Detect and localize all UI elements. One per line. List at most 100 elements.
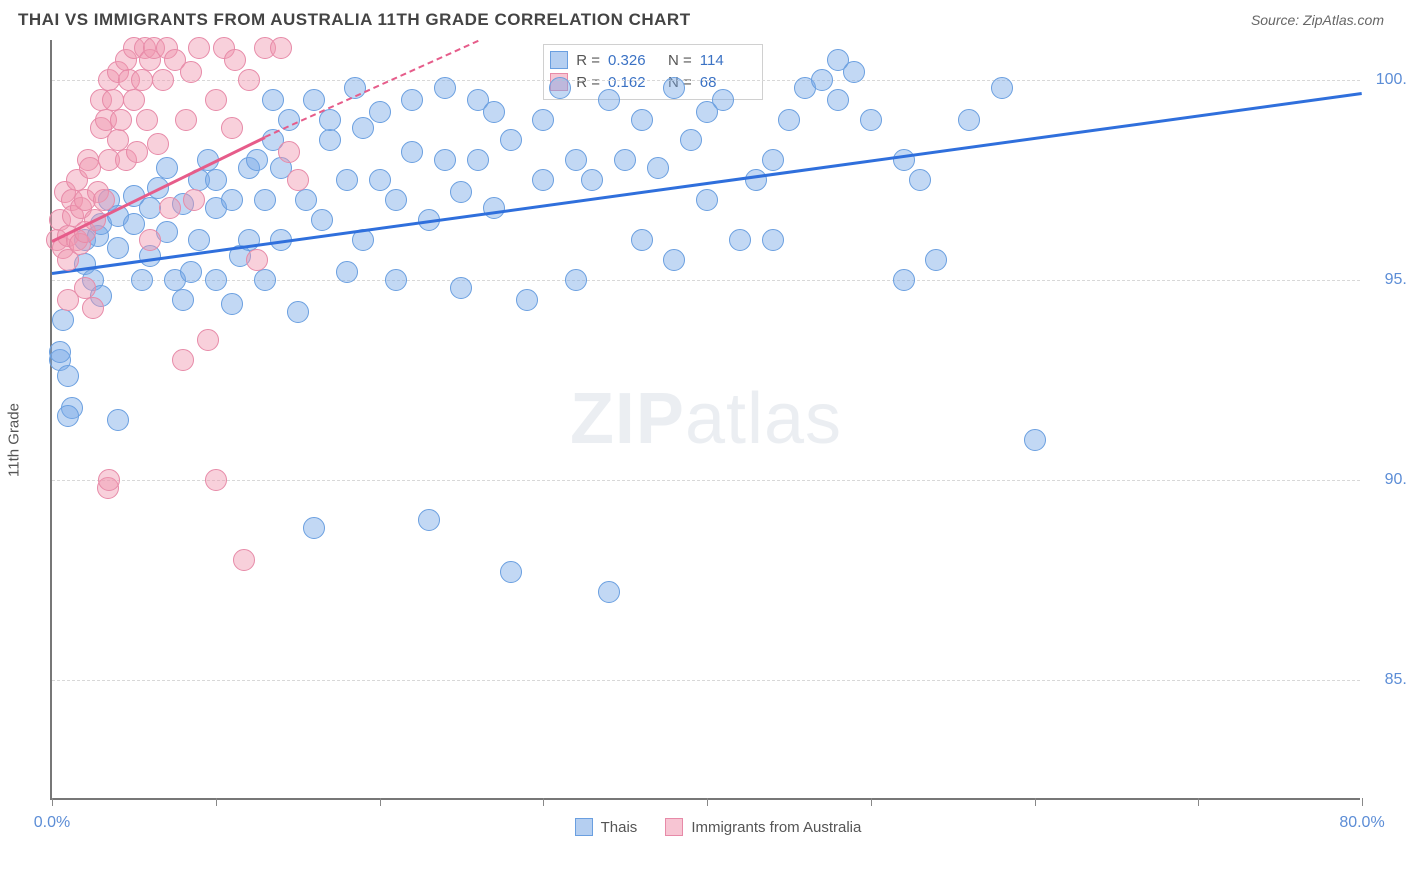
- legend-label: Thais: [601, 819, 638, 836]
- scatter-point: [98, 469, 120, 491]
- x-tick: [1035, 798, 1036, 806]
- scatter-point: [827, 49, 849, 71]
- scatter-point: [262, 89, 284, 111]
- x-tick: [871, 798, 872, 806]
- scatter-point: [107, 237, 129, 259]
- scatter-point: [500, 129, 522, 151]
- scatter-point: [102, 89, 124, 111]
- scatter-point: [385, 269, 407, 291]
- scatter-point: [156, 157, 178, 179]
- scatter-point: [49, 341, 71, 363]
- legend-swatch: [550, 51, 568, 69]
- scatter-point: [762, 229, 784, 251]
- scatter-point: [246, 249, 268, 271]
- scatter-point: [500, 561, 522, 583]
- scatter-point: [516, 289, 538, 311]
- scatter-point: [860, 109, 882, 131]
- scatter-point: [598, 581, 620, 603]
- scatter-point: [93, 189, 115, 211]
- scatter-point: [369, 101, 391, 123]
- legend-item: Thais: [575, 818, 638, 836]
- y-axis-label: 11th Grade: [6, 403, 23, 477]
- scatter-point: [110, 109, 132, 131]
- scatter-point: [909, 169, 931, 191]
- scatter-point: [270, 37, 292, 59]
- scatter-point: [303, 89, 325, 111]
- y-tick-label: 90.0%: [1385, 471, 1406, 489]
- scatter-point: [205, 89, 227, 111]
- chart-title: THAI VS IMMIGRANTS FROM AUSTRALIA 11TH G…: [18, 10, 691, 30]
- scatter-point: [82, 297, 104, 319]
- x-tick: [216, 798, 217, 806]
- scatter-point: [188, 229, 210, 251]
- scatter-point: [57, 365, 79, 387]
- scatter-point: [147, 133, 169, 155]
- legend-item: Immigrants from Australia: [665, 818, 861, 836]
- scatter-plot: ZIPatlas R =0.326N =114R =0.162N =68 85.…: [50, 40, 1360, 800]
- scatter-point: [745, 169, 767, 191]
- scatter-point: [696, 189, 718, 211]
- scatter-point: [483, 197, 505, 219]
- scatter-point: [180, 61, 202, 83]
- series-legend: Thais Immigrants from Australia: [50, 818, 1386, 840]
- scatter-point: [565, 269, 587, 291]
- scatter-point: [532, 109, 554, 131]
- chart-header: THAI VS IMMIGRANTS FROM AUSTRALIA 11TH G…: [0, 0, 1406, 36]
- scatter-point: [172, 289, 194, 311]
- scatter-point: [107, 409, 129, 431]
- scatter-point: [450, 181, 472, 203]
- x-tick: [52, 798, 53, 806]
- x-tick: [380, 798, 381, 806]
- watermark: ZIPatlas: [570, 378, 842, 460]
- scatter-point: [663, 249, 685, 271]
- scatter-point: [434, 77, 456, 99]
- scatter-point: [131, 69, 153, 91]
- legend-label: Immigrants from Australia: [691, 819, 861, 836]
- scatter-point: [126, 141, 148, 163]
- scatter-point: [336, 169, 358, 191]
- scatter-point: [52, 309, 74, 331]
- scatter-point: [631, 109, 653, 131]
- scatter-point: [180, 261, 202, 283]
- scatter-point: [221, 293, 243, 315]
- scatter-point: [663, 77, 685, 99]
- stats-row: R =0.326N =114: [550, 49, 752, 71]
- x-tick: [1198, 798, 1199, 806]
- scatter-point: [893, 149, 915, 171]
- scatter-point: [401, 141, 423, 163]
- y-tick-label: 100.0%: [1376, 71, 1406, 89]
- scatter-point: [925, 249, 947, 271]
- scatter-point: [238, 69, 260, 91]
- legend-swatch: [665, 818, 683, 836]
- scatter-point: [224, 49, 246, 71]
- scatter-point: [278, 141, 300, 163]
- chart-container: 11th Grade ZIPatlas R =0.326N =114R =0.1…: [50, 40, 1386, 840]
- scatter-point: [295, 189, 317, 211]
- scatter-point: [319, 129, 341, 151]
- gridline: [52, 680, 1360, 681]
- chart-source: Source: ZipAtlas.com: [1251, 12, 1384, 28]
- x-tick: [707, 798, 708, 806]
- scatter-point: [483, 101, 505, 123]
- scatter-point: [233, 549, 255, 571]
- scatter-point: [287, 169, 309, 191]
- scatter-point: [254, 189, 276, 211]
- scatter-point: [205, 269, 227, 291]
- scatter-point: [647, 157, 669, 179]
- scatter-point: [319, 109, 341, 131]
- scatter-point: [221, 189, 243, 211]
- scatter-point: [131, 269, 153, 291]
- scatter-point: [631, 229, 653, 251]
- scatter-point: [762, 149, 784, 171]
- scatter-point: [385, 189, 407, 211]
- gridline: [52, 280, 1360, 281]
- scatter-point: [205, 169, 227, 191]
- scatter-point: [287, 301, 309, 323]
- scatter-point: [532, 169, 554, 191]
- legend-swatch: [575, 818, 593, 836]
- scatter-point: [598, 89, 620, 111]
- scatter-point: [614, 149, 636, 171]
- scatter-point: [183, 189, 205, 211]
- scatter-point: [123, 89, 145, 111]
- scatter-point: [991, 77, 1013, 99]
